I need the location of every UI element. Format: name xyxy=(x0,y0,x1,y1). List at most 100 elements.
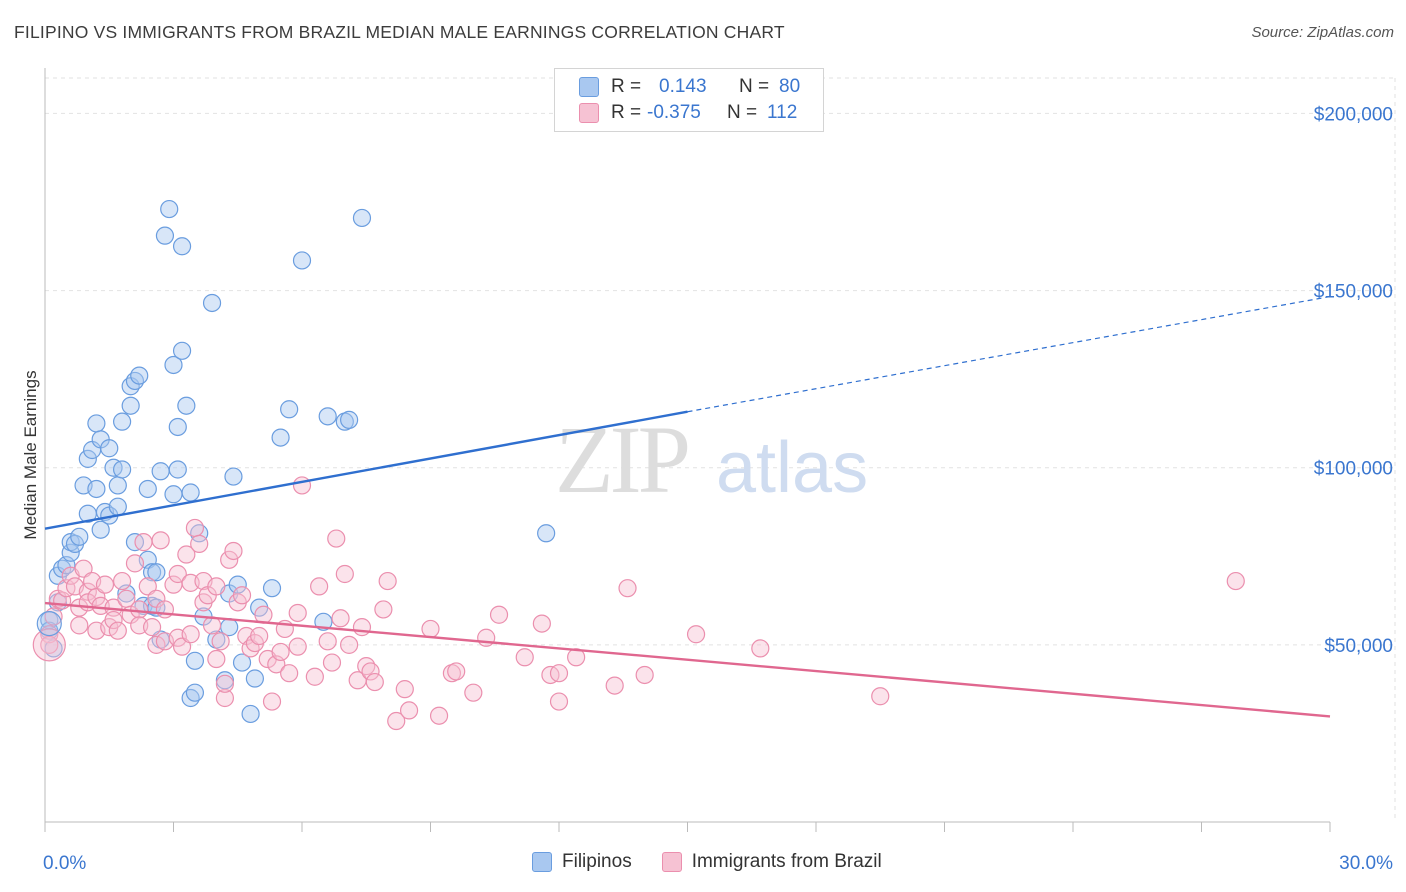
point-brazil xyxy=(142,618,162,637)
point-brazil xyxy=(87,587,106,607)
point-brazil xyxy=(288,603,307,623)
point-brazil xyxy=(271,642,290,662)
point-filipino xyxy=(164,355,183,375)
point-brazil xyxy=(1226,571,1245,591)
axes xyxy=(44,68,1331,832)
point-filipino xyxy=(232,653,252,672)
point-brazil xyxy=(134,533,153,552)
point-brazil xyxy=(138,577,157,596)
point-brazil xyxy=(686,625,706,644)
point-brazil xyxy=(168,564,187,584)
point-brazil xyxy=(207,649,226,669)
point-filipino xyxy=(121,396,140,415)
legend-r-value: -0.375 xyxy=(647,102,701,123)
point-brazil xyxy=(108,621,127,640)
series-label-filipinos: Filipinos xyxy=(562,851,632,872)
point-filipino xyxy=(130,366,149,385)
point-brazil xyxy=(177,545,196,564)
point-filipino xyxy=(224,467,243,486)
legend-n-label: N = xyxy=(739,76,770,97)
point-filipino xyxy=(151,462,170,481)
legend-n-value: 112 xyxy=(767,102,798,123)
series-legend-brazil: Immigrants from Brazil xyxy=(661,851,882,873)
point-brazil xyxy=(211,632,230,651)
legend-n-label: N = xyxy=(727,102,758,123)
point-brazil xyxy=(515,648,534,667)
point-filipino xyxy=(91,520,110,539)
point-brazil xyxy=(310,577,329,596)
point-filipino xyxy=(61,543,80,562)
point-filipino xyxy=(537,524,556,543)
point-brazil xyxy=(318,632,337,651)
point-brazil xyxy=(605,676,624,695)
point-brazil xyxy=(130,600,149,619)
y-tick-label: $200,000 xyxy=(1314,104,1393,125)
point-filipino xyxy=(112,412,132,431)
point-brazil xyxy=(155,600,175,619)
point-brazil xyxy=(104,610,123,630)
point-brazil xyxy=(190,534,209,553)
point-brazil xyxy=(185,518,205,538)
point-filipino xyxy=(280,400,299,419)
point-brazil xyxy=(215,688,234,708)
point-filipino xyxy=(160,199,179,219)
point-brazil xyxy=(172,637,192,656)
point-brazil xyxy=(618,579,637,598)
axis-labels: $50,000 $100,000 $150,000 $200,000 0.0% 30.0% xyxy=(43,104,1393,874)
point-filipino xyxy=(70,527,89,546)
point-filipino xyxy=(100,439,119,458)
point-brazil xyxy=(477,628,496,647)
point-filipino xyxy=(112,460,132,479)
point-brazil xyxy=(464,683,483,702)
point-brazil xyxy=(532,614,551,633)
point-filipino xyxy=(318,407,337,426)
y-axis-title: Median Male Earnings xyxy=(21,370,40,539)
point-brazil xyxy=(232,586,252,605)
point-brazil xyxy=(447,662,466,681)
point-brazil xyxy=(181,625,200,644)
x-tick-label: 30.0% xyxy=(1339,853,1393,874)
watermark-atlas: atlas xyxy=(716,428,868,508)
trend-line-filipino xyxy=(44,410,688,530)
point-filipino xyxy=(340,410,359,429)
point-filipino xyxy=(352,208,372,228)
point-brazil xyxy=(70,616,89,635)
point-brazil xyxy=(292,476,312,495)
point-brazil xyxy=(305,667,324,686)
point-brazil xyxy=(74,559,93,578)
source-credit: Source: ZipAtlas.com xyxy=(1251,24,1394,41)
point-brazil xyxy=(635,665,654,685)
point-filipino xyxy=(245,669,264,688)
point-filipino xyxy=(164,485,183,504)
point-brazil xyxy=(40,635,59,654)
point-brazil xyxy=(250,626,269,646)
trend-line-filipino-extension xyxy=(687,296,1331,413)
point-brazil xyxy=(78,582,97,601)
point-filipino xyxy=(147,563,166,582)
legend-r-label: R = xyxy=(611,76,642,97)
watermark-zip: ZIP xyxy=(555,406,688,513)
series-swatch-pink xyxy=(661,852,682,872)
point-brazil xyxy=(224,541,243,561)
point-brazil xyxy=(207,577,226,596)
point-filipino xyxy=(292,251,312,270)
y-tick-label: $150,000 xyxy=(1314,282,1393,303)
point-filipino xyxy=(108,497,127,516)
point-filipino xyxy=(36,610,62,637)
y-tick-label: $50,000 xyxy=(1324,636,1393,657)
point-filipino xyxy=(108,476,127,495)
point-brazil xyxy=(220,550,239,569)
point-brazil xyxy=(280,664,299,683)
legend-r-value: 0.143 xyxy=(659,76,707,97)
legend-row-brazil: R = -0.375 N = 112 xyxy=(579,101,797,125)
chart-title: FILIPINO VS IMMIGRANTS FROM BRAZIL MEDIA… xyxy=(14,22,785,42)
point-brazil xyxy=(549,692,569,711)
watermark: ZIP atlas xyxy=(555,406,868,513)
point-brazil xyxy=(262,692,282,711)
point-filipino xyxy=(172,341,192,360)
series-swatch-blue xyxy=(532,852,552,872)
x-tick-label: 0.0% xyxy=(43,853,86,874)
point-filipino xyxy=(228,575,247,594)
point-brazil xyxy=(322,653,342,672)
point-brazil xyxy=(751,639,770,658)
